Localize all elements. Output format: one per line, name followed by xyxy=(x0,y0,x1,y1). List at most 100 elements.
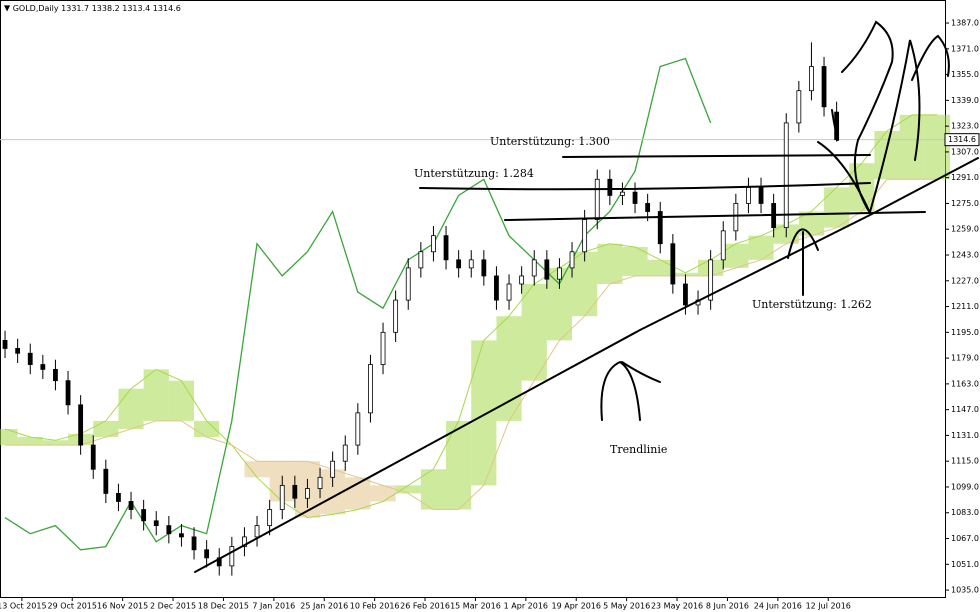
cloud-band xyxy=(471,340,497,486)
annotation: Unterstützung: 1.262 xyxy=(752,298,872,311)
cloud-band xyxy=(118,388,144,429)
candle-body xyxy=(607,178,613,196)
candle-body xyxy=(494,275,499,301)
x-tick-label: 23 May 2016 xyxy=(651,602,703,611)
candles xyxy=(2,42,840,576)
candle-body xyxy=(27,352,33,365)
cloud-band xyxy=(420,469,447,510)
x-tick-label: 19 Apr 2016 xyxy=(552,602,601,611)
y-tick-label: 1083.0 xyxy=(951,508,979,517)
candle-body xyxy=(292,484,298,499)
y-tick-label: 1355.0 xyxy=(951,70,979,79)
candle-body xyxy=(2,339,8,349)
candle-body xyxy=(620,191,625,196)
annotation: Unterstützung: 1.284 xyxy=(414,167,534,180)
cloud-band xyxy=(395,485,421,494)
symbol: GOLD,Daily xyxy=(13,4,59,13)
candle-body xyxy=(443,235,449,261)
candle-body xyxy=(796,90,802,124)
x-tick-label: 8 Jun 2016 xyxy=(706,602,749,611)
candle-body xyxy=(418,251,424,269)
x-tick-label: 2 Dec 2015 xyxy=(150,602,196,611)
candle-body xyxy=(53,368,58,382)
y-tick-label: 1227.0 xyxy=(951,276,979,285)
cloud-band xyxy=(874,130,900,180)
y-tick-label: 1371.0 xyxy=(951,44,979,53)
candle-body xyxy=(531,259,537,277)
candle-body xyxy=(279,484,285,510)
x-tick-label: 12 Jul 2016 xyxy=(806,602,851,611)
candle-body xyxy=(267,509,273,527)
y-tick-label: 1067.0 xyxy=(951,534,979,543)
candle-body xyxy=(305,488,310,499)
cloud-band xyxy=(93,420,119,438)
candle-body xyxy=(204,549,210,559)
x-tick-label: 7 Jan 2016 xyxy=(252,602,295,611)
cloud-band xyxy=(924,114,951,180)
cloud-band xyxy=(748,235,774,260)
hand-drawings xyxy=(194,20,979,573)
header-close: 1314.6 xyxy=(153,4,181,13)
candle-body xyxy=(645,203,651,212)
candle-body xyxy=(254,525,260,538)
x-tick-label: 29 Oct 2015 xyxy=(48,602,97,611)
cloud-band xyxy=(17,437,43,446)
y-tick-label: 1035.0 xyxy=(951,586,979,595)
price-label: 1314.6 xyxy=(948,135,976,144)
candle-body xyxy=(78,404,84,446)
y-tick-label: 1307.0 xyxy=(951,147,979,156)
cloud-band xyxy=(824,187,850,228)
candle-body xyxy=(582,219,588,253)
header: ▼ GOLD,Daily 1331.7 1338.2 1313.4 1314.6 xyxy=(4,4,181,13)
annotation: Trendlinie xyxy=(610,443,667,456)
support-line xyxy=(562,154,871,158)
candle-body xyxy=(65,380,71,406)
x-tick-label: 26 Feb 2016 xyxy=(400,602,450,611)
support-line xyxy=(419,182,871,191)
candle-body xyxy=(746,186,751,204)
candle-body xyxy=(557,267,562,280)
x-tick-label: 1 Apr 2016 xyxy=(504,602,548,611)
candle-body xyxy=(519,275,525,285)
candle-body xyxy=(809,66,814,92)
candle-body xyxy=(393,299,399,333)
candle-body xyxy=(368,364,373,414)
header-symbol: ▼ GOLD,Daily 1331.7 1338.2 1313.4 1314.6 xyxy=(4,4,181,13)
candle-body xyxy=(90,444,96,470)
y-tick-label: 1339.0 xyxy=(951,96,979,105)
candle-body xyxy=(116,493,121,502)
cloud-band xyxy=(168,380,195,421)
chikou-line xyxy=(4,57,712,551)
projection xyxy=(841,20,894,214)
support-line xyxy=(504,211,926,221)
y-tick-label: 1051.0 xyxy=(951,560,979,569)
candle-body xyxy=(166,525,172,535)
cloud-band xyxy=(345,477,371,510)
candle-body xyxy=(141,509,147,522)
candle-body xyxy=(468,259,474,269)
cloud-band xyxy=(496,316,522,421)
candle-body xyxy=(342,444,348,462)
candle-body xyxy=(544,259,550,280)
arrow xyxy=(600,360,661,421)
candle-body xyxy=(594,178,600,220)
candle-body xyxy=(733,203,739,232)
candle-body xyxy=(355,412,361,446)
candle-body xyxy=(506,283,512,301)
candle-body xyxy=(179,533,184,538)
header-open: 1331.7 xyxy=(61,4,89,13)
cloud-band xyxy=(723,243,749,268)
candle-body xyxy=(330,460,336,478)
candle-body xyxy=(317,476,323,489)
candle-body xyxy=(758,186,764,204)
cloud-band xyxy=(42,440,69,446)
plot-frame xyxy=(0,0,946,598)
y-tick-label: 1387.0 xyxy=(951,19,979,28)
y-tick-label: 1259.0 xyxy=(951,225,979,234)
candle-body xyxy=(242,536,247,547)
candle-body xyxy=(191,536,197,551)
candle-body xyxy=(657,211,663,245)
candle-body xyxy=(229,546,235,567)
candle-body xyxy=(405,267,411,301)
candle-body xyxy=(380,331,386,365)
